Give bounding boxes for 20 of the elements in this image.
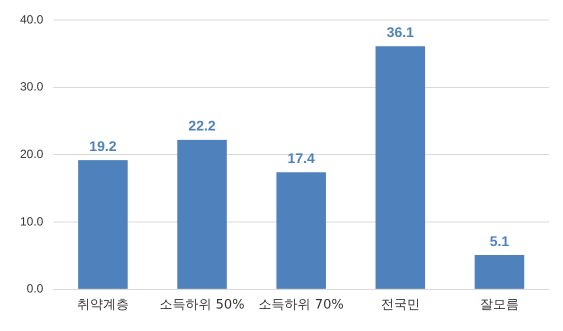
bar: [276, 172, 326, 289]
y-tick-label: 0.0: [26, 282, 44, 296]
x-tick-label: 소득하위 70%: [258, 298, 344, 313]
y-tick-label: 10.0: [20, 214, 44, 228]
x-tick-label: 취약계층: [76, 298, 129, 313]
data-label: 36.1: [386, 24, 414, 40]
x-tick-label: 잘모름: [480, 298, 519, 313]
data-label: 17.4: [288, 150, 316, 166]
x-tick-label: 전국민: [380, 298, 420, 313]
x-tick-label: 소득하위 50%: [160, 298, 245, 313]
bar: [376, 46, 426, 289]
data-label: 5.1: [490, 232, 510, 249]
y-tick-label: 20.0: [20, 147, 44, 162]
bar: [474, 255, 524, 289]
bar: [177, 140, 227, 289]
bar: [78, 160, 128, 289]
y-tick-label: 30.0: [20, 80, 44, 94]
y-tick-label: 40.0: [20, 12, 44, 26]
data-label: 19.2: [89, 138, 117, 154]
data-label: 22.2: [188, 118, 216, 134]
